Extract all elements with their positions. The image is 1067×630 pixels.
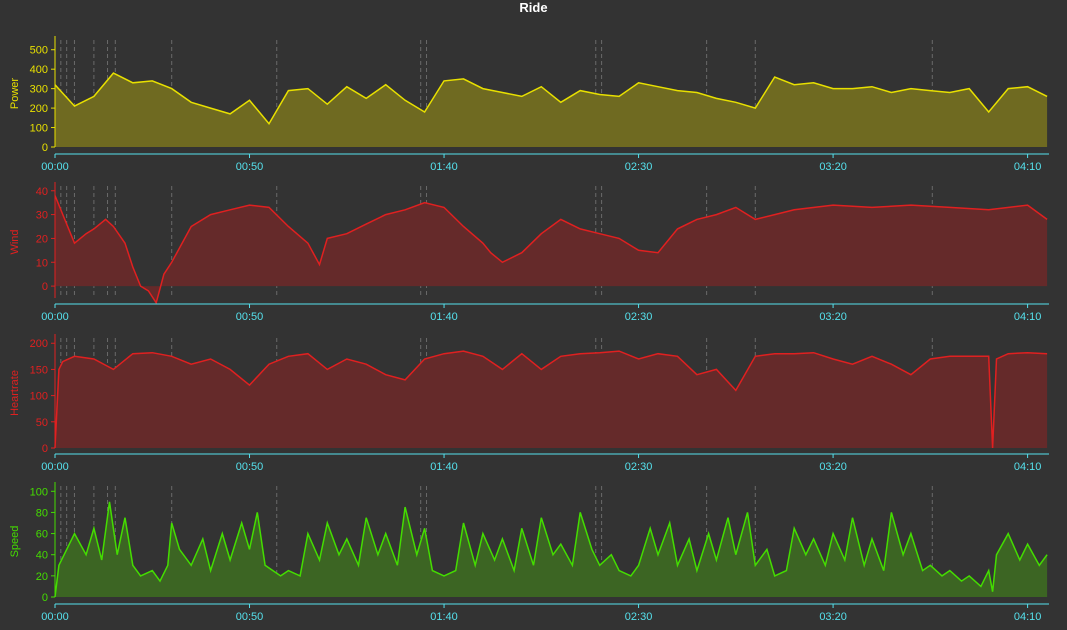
y-tick-label: 100 [30,123,48,135]
y-tick-label: 80 [36,507,48,519]
x-tick-label: 02:30 [625,311,653,323]
y-tick-label: 20 [36,233,48,245]
x-tick-label: 01:40 [430,611,458,623]
y-tick-label: 40 [36,550,48,562]
x-tick-label: 00:00 [41,461,69,473]
y-axis-label: Speed [9,526,21,558]
x-tick-label: 00:00 [41,611,69,623]
series-line-speed [54,501,1048,598]
x-tick-label: 03:20 [819,161,847,173]
y-tick-label: 500 [30,45,48,57]
y-axis-label: Heartrate [9,370,21,416]
y-tick-label: 200 [30,103,48,115]
x-tick-label: 02:30 [625,461,653,473]
y-tick-label: 0 [42,592,48,604]
y-tick-label: 200 [30,338,48,350]
series-area-power [55,73,1048,147]
x-tick-label: 01:40 [430,161,458,173]
series-area-heartrate [55,351,1048,448]
y-tick-label: 0 [42,142,48,154]
x-tick-label: 00:00 [41,161,69,173]
series-area-wind [55,195,1048,303]
x-tick-label: 03:20 [819,311,847,323]
panel-wind: 0 10 20 30 40 Wind 00:00 00:50 01:40 02:30 03:20 04… [9,182,1049,323]
x-tick-label: 00:50 [236,161,264,173]
y-tick-label: 100 [30,486,48,498]
x-tick-label: 02:30 [625,161,653,173]
panel-heartrate: 0 50 100 150 200 Heartrate 00:00 00:50 01:40 02:3… [9,334,1049,473]
x-tick-label: 00:50 [236,311,264,323]
y-tick-label: 150 [30,364,48,376]
y-tick-label: 20 [36,571,48,583]
x-tick-label: 03:20 [819,611,847,623]
x-tick-label: 01:40 [430,461,458,473]
series-line-wind [54,195,1048,305]
x-tick-label: 01:40 [430,311,458,323]
y-tick-label: 60 [36,529,48,541]
y-tick-label: 100 [30,391,48,403]
y-tick-label: 300 [30,84,48,96]
x-tick-label: 00:50 [236,461,264,473]
y-axis-label: Power [9,78,21,110]
x-tick-label: 04:10 [1014,611,1042,623]
y-axis-label: Wind [9,229,21,254]
x-tick-label: 02:30 [625,611,653,623]
y-tick-label: 40 [36,186,48,198]
x-tick-label: 04:10 [1014,161,1042,173]
y-tick-label: 400 [30,64,48,76]
x-tick-label: 03:20 [819,461,847,473]
y-tick-label: 10 [36,257,48,269]
panel-speed: 0 20 40 60 80 100 Speed 00:00 00:50 01:40 02:30 03:… [9,482,1049,623]
panel-power: 0 100 200 300 400 500 Power 00:00 00:50 01:40 02:3… [9,36,1049,173]
y-tick-label: 30 [36,210,48,222]
x-tick-label: 04:10 [1014,461,1042,473]
y-tick-label: 0 [42,281,48,293]
y-tick-label: 50 [36,417,48,429]
y-tick-label: 0 [42,443,48,455]
x-tick-label: 00:00 [41,311,69,323]
series-line-heartrate [54,350,1048,449]
x-tick-label: 04:10 [1014,311,1042,323]
series-line-power [54,72,1048,126]
x-tick-label: 00:50 [236,611,264,623]
page-title: Ride [519,0,548,15]
